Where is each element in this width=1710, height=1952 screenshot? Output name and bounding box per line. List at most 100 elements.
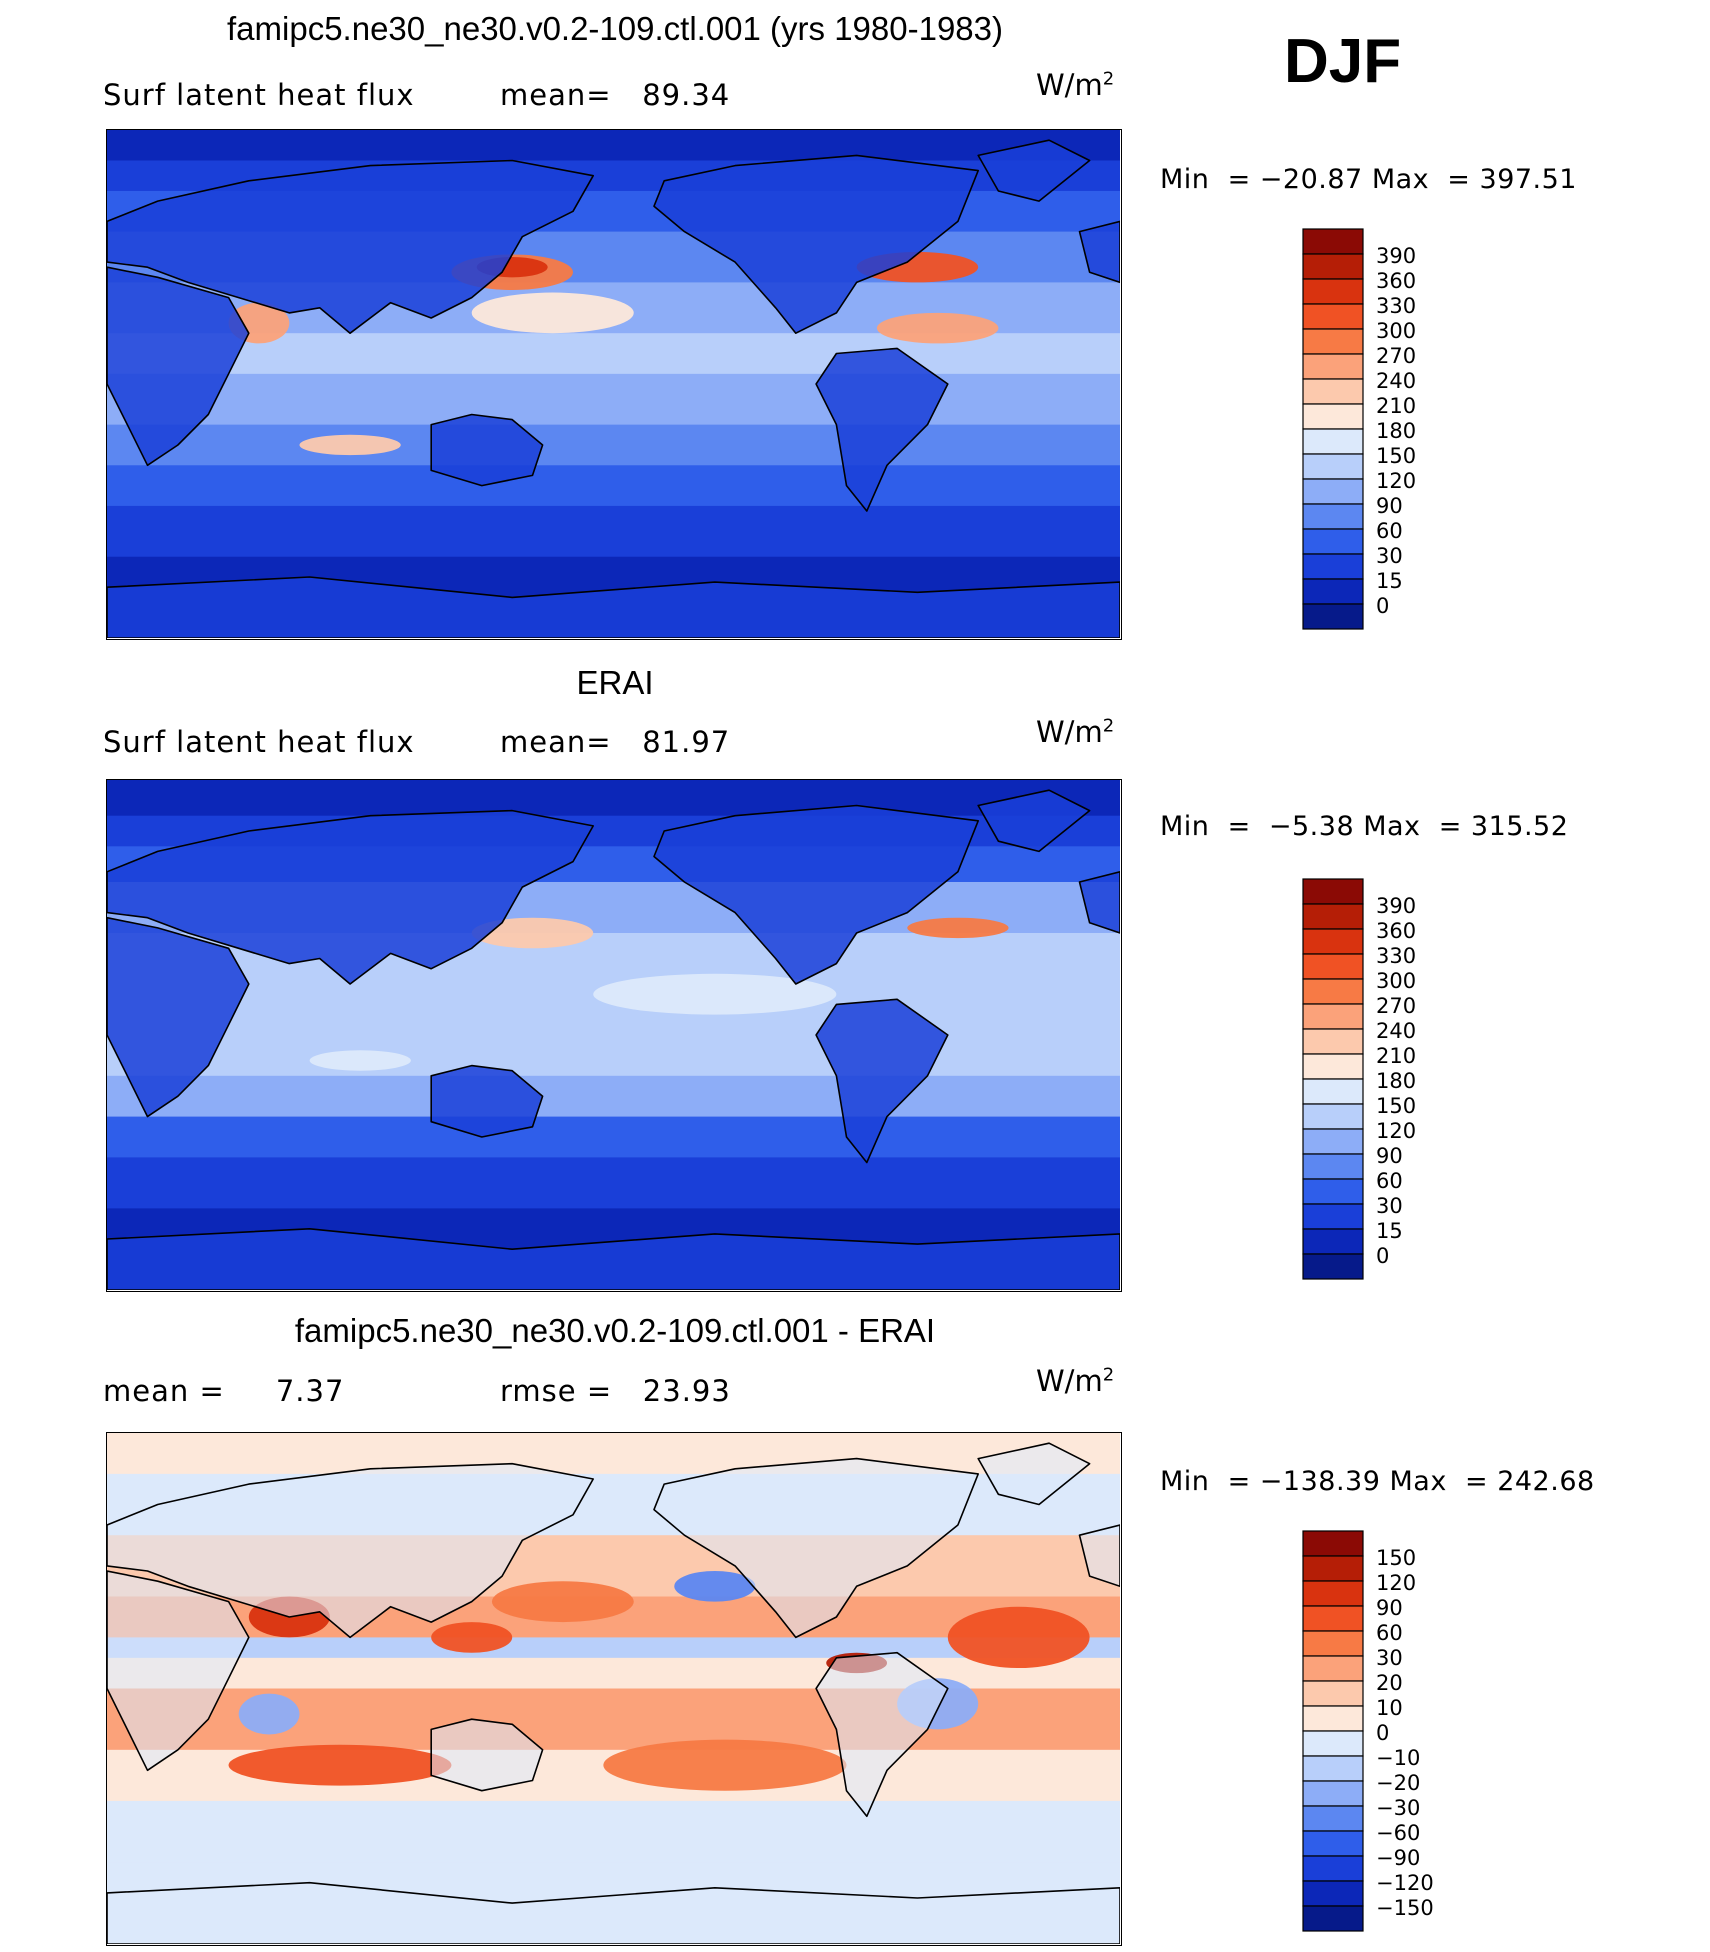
colorbar-tick-label: 360 (1376, 919, 1416, 943)
colorbar-tick-label: 270 (1376, 994, 1416, 1018)
panel2-colorbar: 390 360 330 300 270 240 210 180 150 120 90 60 30 15 0 (1302, 878, 1462, 1282)
panel3-map (106, 1432, 1122, 1946)
panel3-minmax: Min = −138.39 Max = 242.68 (1160, 1466, 1595, 1497)
colorbar-box (1302, 903, 1364, 930)
panel3-mean: mean = 7.37 (103, 1374, 344, 1408)
panel3-colorbar: 150 120 90 60 30 20 10 0 −10 −20 −30 −60 −90 −120 −150 (1302, 1530, 1462, 1934)
colorbar-tick-label: 180 (1376, 1069, 1416, 1093)
colorbar-box (1302, 1078, 1364, 1105)
colorbar-tick-label: 30 (1376, 1194, 1403, 1218)
colorbar-box (1302, 1580, 1364, 1607)
colorbar-tick-label: 240 (1376, 369, 1416, 393)
colorbar-box (1302, 253, 1364, 280)
colorbar-box (1302, 1530, 1364, 1557)
coastline (430, 413, 544, 487)
panel2-minmax: Min = −5.38 Max = 315.52 (1160, 811, 1569, 842)
coastline (653, 804, 980, 985)
field-band (107, 465, 1120, 507)
panel1-map (106, 129, 1122, 640)
colorbar-tick-label: 30 (1376, 1646, 1403, 1670)
colorbar-tick-label: 210 (1376, 394, 1416, 418)
colorbar-tick-label: 15 (1376, 1219, 1403, 1243)
colorbar-tick-label: 240 (1376, 1019, 1416, 1043)
panel3-title: famipc5.ne30_ne30.v0.2-109.ctl.001 - ERA… (294, 1312, 936, 1349)
colorbar-tick-label: 10 (1376, 1696, 1403, 1720)
panel1-title: famipc5.ne30_ne30.v0.2-109.ctl.001 (yrs … (227, 10, 1003, 47)
panel1-mean: mean= 89.34 (500, 78, 730, 112)
colorbar-box (1302, 1630, 1364, 1657)
field-anomaly (431, 1622, 513, 1653)
colorbar-box (1302, 978, 1364, 1005)
colorbar-box (1302, 378, 1364, 405)
colorbar-box (1302, 1555, 1364, 1582)
coastline (107, 1462, 595, 1639)
colorbar-tick-label: 60 (1376, 1621, 1403, 1645)
field-band (107, 1075, 1120, 1118)
colorbar-tick-label: 300 (1376, 319, 1416, 343)
colorbar-box (1302, 1053, 1364, 1080)
panel3-mean-label: mean = (103, 1374, 225, 1408)
coastline (977, 789, 1091, 853)
field-band (107, 1157, 1120, 1210)
field-band (107, 780, 1120, 817)
colorbar-box (1302, 1178, 1364, 1205)
colorbar-tick-label: 60 (1376, 519, 1403, 543)
panel1-mean-value: 89.34 (642, 78, 731, 112)
coastline (107, 916, 250, 1118)
panel2-variable-label: Surf latent heat flux (103, 725, 415, 759)
coastline (430, 1718, 544, 1792)
colorbar-box (1302, 478, 1364, 505)
colorbar-box (1302, 1755, 1364, 1782)
colorbar-tick-label: 20 (1376, 1671, 1403, 1695)
colorbar-box (1302, 303, 1364, 330)
colorbar-box (1302, 878, 1364, 905)
colorbar-box (1302, 1128, 1364, 1155)
colorbar-tick-label: 390 (1376, 894, 1416, 918)
colorbar-tick-label: 120 (1376, 1119, 1416, 1143)
colorbar-tick-label: 30 (1376, 544, 1403, 568)
panel2-mean-label: mean= (500, 725, 612, 759)
colorbar-box (1302, 928, 1364, 955)
field-anomaly (674, 1570, 756, 1602)
coastline (107, 1881, 1120, 1944)
colorbar-box (1302, 1730, 1364, 1757)
colorbar-box (1302, 1680, 1364, 1707)
coastline (430, 1064, 544, 1138)
colorbar-tick-label: 210 (1376, 1044, 1416, 1068)
panel3-rmse: rmse = 23.93 (500, 1374, 731, 1408)
field-anomaly (491, 1581, 634, 1623)
field-band (107, 1657, 1120, 1690)
colorbar-tick-label: 150 (1376, 1094, 1416, 1118)
panel2-mean: mean= 81.97 (500, 725, 730, 759)
field-anomaly (299, 434, 401, 456)
colorbar-tick-label: 180 (1376, 419, 1416, 443)
colorbar-tick-label: 90 (1376, 1144, 1403, 1168)
colorbar-box (1302, 1253, 1364, 1280)
panel2-units: W/m2 (1036, 715, 1115, 749)
colorbar-tick-label: 390 (1376, 244, 1416, 268)
field-band (107, 1800, 1120, 1864)
colorbar-tick-label: 300 (1376, 969, 1416, 993)
panel1-units: W/m2 (1036, 68, 1115, 102)
field-band (107, 1024, 1120, 1077)
colorbar-box (1302, 528, 1364, 555)
colorbar-box (1302, 1880, 1364, 1907)
coastline (815, 1651, 949, 1818)
field-anomaly (238, 1693, 300, 1735)
panel1-minmax: Min = −20.87 Max = 397.51 (1160, 164, 1577, 195)
colorbar-tick-label: 0 (1376, 594, 1389, 618)
panel2-map (106, 779, 1122, 1292)
field-band (107, 130, 1120, 162)
panel3-map-svg (107, 1433, 1120, 1944)
coastline (815, 998, 949, 1164)
colorbar-box (1302, 553, 1364, 580)
colorbar-box (1302, 428, 1364, 455)
colorbar-tick-label: 270 (1376, 344, 1416, 368)
colorbar-box (1302, 503, 1364, 530)
field-band (107, 373, 1120, 426)
panel2-mean-value: 81.97 (642, 725, 731, 759)
colorbar-box (1302, 578, 1364, 605)
colorbar-box (1302, 278, 1364, 305)
field-anomaly (947, 1606, 1090, 1669)
